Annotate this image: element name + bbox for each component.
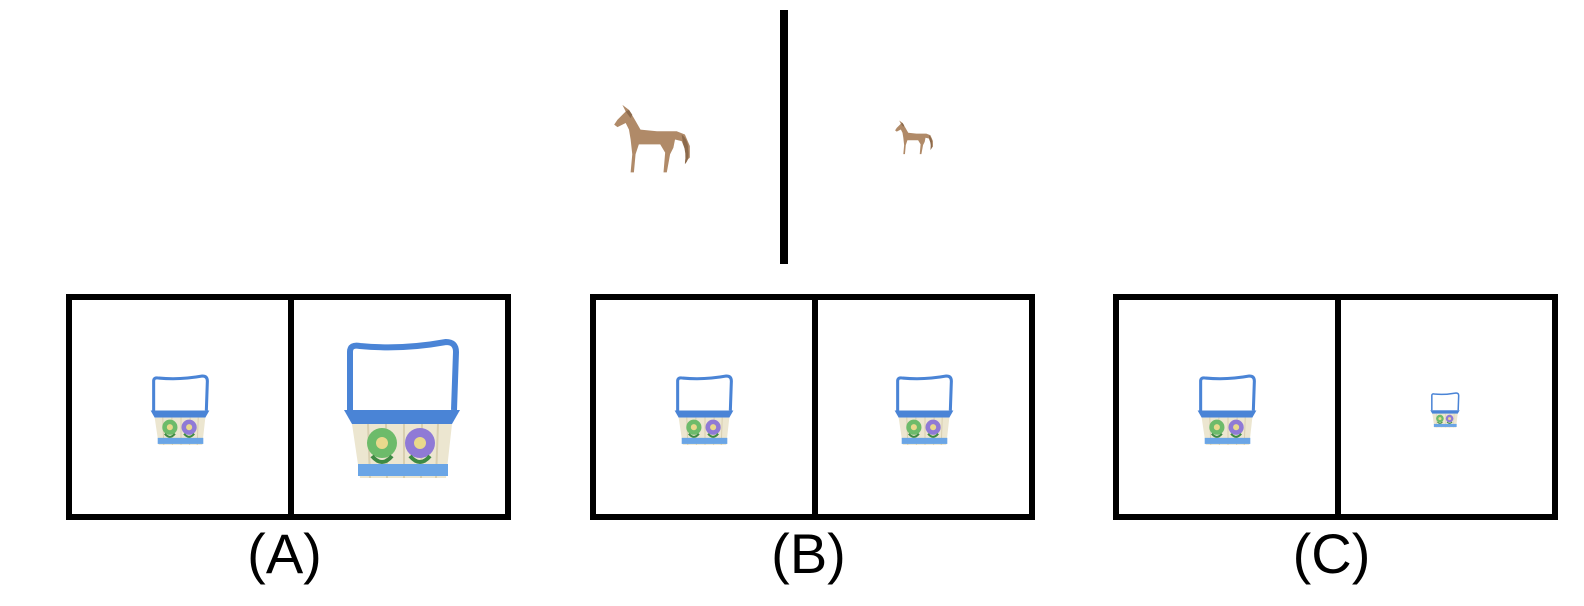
- basket-icon: [148, 374, 212, 450]
- option-b-divider: [812, 300, 818, 514]
- option-c-divider: [1335, 300, 1341, 514]
- option-a-box[interactable]: [66, 294, 511, 520]
- horse-icon: [893, 118, 935, 155]
- basket-icon: [672, 374, 736, 450]
- basket-icon: [1429, 392, 1461, 430]
- option-b-box[interactable]: [590, 294, 1035, 520]
- example-divider: [780, 10, 788, 264]
- option-c-box[interactable]: [1113, 294, 1558, 520]
- horse-icon: [610, 100, 694, 174]
- option-c-label: (C): [1292, 522, 1371, 585]
- basket-icon: [892, 374, 956, 450]
- option-a-label: (A): [247, 522, 322, 585]
- option-b-label: (B): [771, 522, 846, 585]
- option-a-divider: [288, 300, 294, 514]
- basket-icon: [338, 338, 466, 488]
- basket-icon: [1195, 374, 1259, 450]
- example-pair: [0, 0, 1584, 270]
